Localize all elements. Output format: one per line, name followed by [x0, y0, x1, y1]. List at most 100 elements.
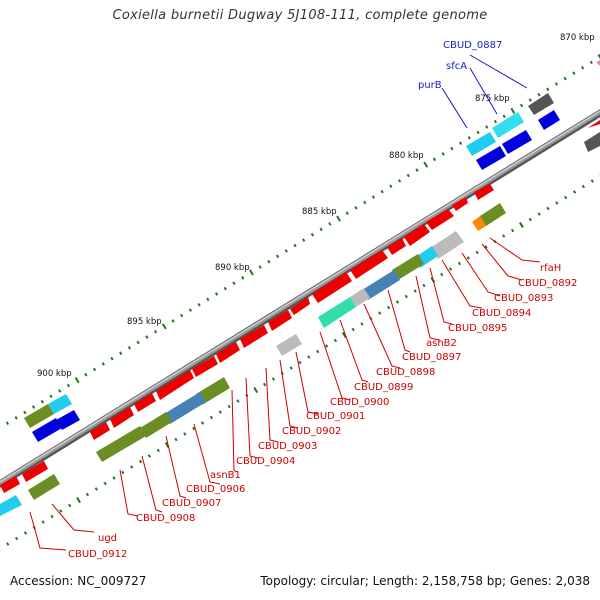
minor-tick — [555, 201, 559, 205]
gene-CBUD_0901[interactable] — [276, 334, 302, 356]
minor-tick — [307, 355, 311, 359]
minor-tick — [289, 366, 293, 370]
blue-gene[interactable] — [538, 110, 560, 130]
minor-tick — [316, 349, 320, 354]
minor-tick — [183, 432, 187, 436]
label-CBUD_0895: CBUD_0895 — [448, 323, 507, 334]
minor-tick — [475, 250, 479, 255]
minor-tick — [241, 276, 245, 280]
gene-CBUD_0899[interactable] — [318, 297, 356, 328]
minor-tick — [310, 232, 315, 237]
minor-tick — [293, 243, 297, 248]
label-asnB1: asnB1 — [210, 470, 241, 481]
minor-tick — [284, 249, 288, 253]
minor-tick — [319, 227, 323, 232]
minor-tick — [197, 302, 201, 307]
olive-gene[interactable] — [24, 404, 54, 428]
scale-label-890: 890 kbp — [215, 263, 250, 273]
minor-tick — [298, 360, 302, 365]
minor-tick — [49, 394, 53, 399]
minor-tick — [581, 184, 586, 189]
gene-rfaH[interactable] — [472, 216, 486, 231]
minor-tick — [422, 283, 426, 288]
minor-tick — [580, 65, 585, 70]
minor-tick — [345, 211, 349, 215]
gene-CBUD_0898[interactable] — [350, 288, 370, 307]
minor-tick — [397, 179, 402, 183]
minor-tick — [406, 173, 410, 178]
minor-tick — [188, 308, 193, 312]
gene-CBUD_0897[interactable] — [362, 270, 400, 300]
pink-gene[interactable] — [596, 60, 600, 66]
cyan-gene[interactable] — [48, 394, 72, 414]
minor-tick — [156, 448, 160, 453]
minor-tick — [267, 259, 271, 264]
label-CBUD_0897: CBUD_0897 — [402, 352, 461, 363]
gene-asnB2[interactable] — [392, 254, 424, 280]
minor-tick — [271, 377, 276, 381]
minor-tick — [50, 514, 54, 519]
minor-tick — [546, 87, 550, 92]
gene-CBUD_0892[interactable] — [480, 203, 506, 226]
label-purB: purB — [418, 80, 442, 91]
minor-tick — [174, 437, 178, 442]
minor-tick — [363, 200, 367, 205]
minor-tick — [119, 351, 123, 356]
minor-tick — [6, 542, 10, 546]
gene-ugd[interactable] — [28, 474, 60, 500]
minor-tick — [145, 335, 149, 339]
minor-tick — [112, 476, 116, 480]
minor-tick — [85, 492, 90, 497]
cds-arrow-red[interactable] — [0, 120, 600, 493]
blue-gene[interactable] — [476, 146, 506, 170]
gene-sfcA[interactable] — [492, 112, 524, 138]
gene-CBUD_0894[interactable] — [430, 231, 464, 259]
scale-label-895: 895 kbp — [127, 317, 162, 327]
blue-gene[interactable] — [502, 130, 532, 154]
label-CBUD_0900: CBUD_0900 — [330, 397, 389, 408]
minor-tick — [138, 459, 143, 464]
minor-tick — [333, 338, 338, 343]
minor-tick — [153, 329, 158, 334]
label-CBUD_0903: CBUD_0903 — [258, 441, 317, 452]
gene-CBUD_0907[interactable] — [140, 412, 172, 438]
minor-tick — [519, 103, 524, 108]
major-tick — [510, 107, 516, 114]
gene-CBUD_0908[interactable] — [96, 426, 146, 462]
reverse-strand-features[interactable] — [0, 203, 506, 516]
minor-tick — [360, 322, 364, 326]
label-CBUD_0893: CBUD_0893 — [494, 293, 553, 304]
minor-tick — [537, 212, 541, 216]
minor-tick — [466, 256, 470, 260]
gene-asnB1[interactable] — [196, 377, 230, 405]
forward-gene-labels: CBUD_0887 sfcA purB — [418, 40, 502, 91]
accession: Accession: NC_009727 — [10, 574, 147, 588]
minor-tick — [554, 82, 559, 86]
gene-CBUD_0906[interactable] — [164, 392, 206, 424]
minor-tick — [528, 217, 532, 222]
minor-tick — [467, 135, 471, 140]
minor-tick — [546, 206, 550, 211]
gene-CBUD_0887[interactable] — [528, 93, 554, 115]
minor-tick — [218, 410, 222, 414]
label-rfaH: rfaH — [540, 263, 561, 274]
minor-tick — [40, 399, 44, 404]
dark-gene[interactable] — [584, 132, 600, 152]
label-CBUD_0892: CBUD_0892 — [518, 278, 577, 289]
minor-tick — [378, 311, 382, 315]
inner-scale-dots — [0, 173, 600, 552]
major-tick — [423, 161, 429, 168]
minor-tick — [324, 344, 329, 348]
gene-CBUD_0912[interactable] — [0, 495, 22, 516]
forward-strand-features[interactable] — [0, 60, 600, 493]
minor-tick — [171, 319, 175, 323]
label-asnB2: asnB2 — [426, 338, 457, 349]
blue-gene[interactable] — [32, 418, 62, 442]
minor-tick — [94, 487, 98, 491]
blue-gene[interactable] — [56, 410, 80, 430]
minor-tick — [14, 416, 18, 420]
gene-purB[interactable] — [466, 132, 496, 156]
minor-tick — [380, 189, 384, 194]
minor-tick — [404, 294, 408, 299]
